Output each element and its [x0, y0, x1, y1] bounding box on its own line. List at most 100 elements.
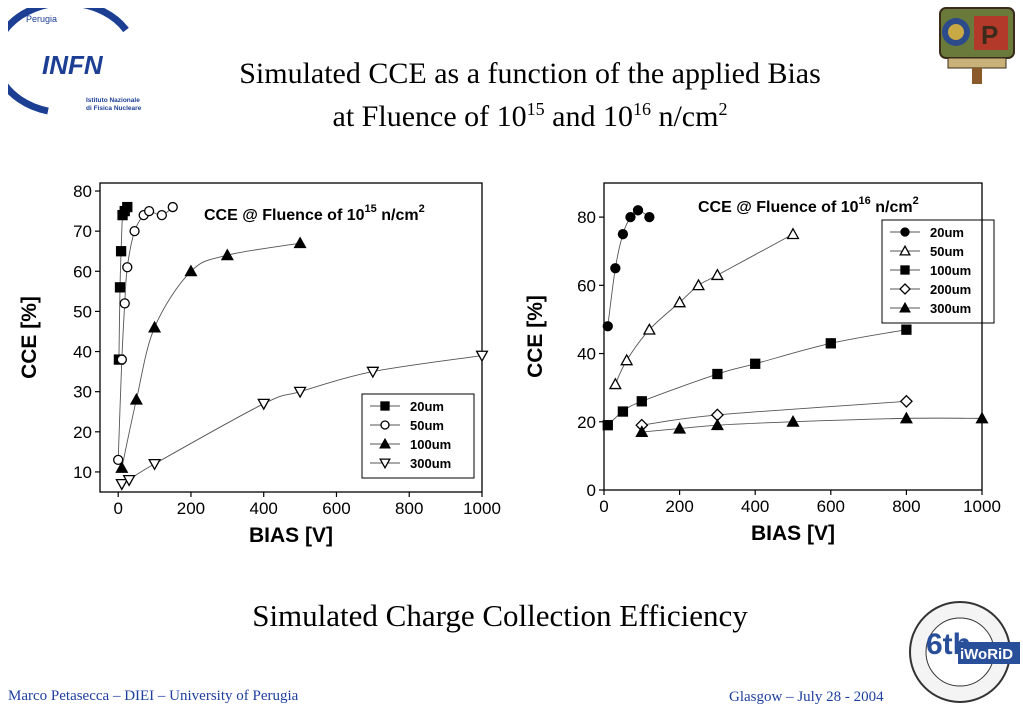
- data-point: [115, 246, 127, 257]
- data-point: [901, 324, 912, 335]
- infn-logo: Perugia INFN Istituto Nazionale di Fisic…: [0, 0, 158, 116]
- series-20um: 20um: [113, 201, 444, 414]
- x-tick-label: 400: [741, 497, 769, 516]
- infn-line1: Istituto Nazionale: [86, 97, 140, 104]
- infn-swoosh: [0, 0, 129, 115]
- series-line: [607, 329, 907, 426]
- series-line: [117, 206, 174, 460]
- y-tick-label: 10: [73, 463, 92, 482]
- legend-label: 300um: [410, 456, 451, 471]
- x-tick-label: 1000: [463, 499, 501, 518]
- data-point: [617, 406, 629, 417]
- data-point: [750, 358, 761, 369]
- legend-box: [361, 393, 475, 479]
- y-tick-label: 20: [577, 413, 596, 432]
- y-tick-label: 80: [577, 208, 596, 227]
- data-point: [632, 205, 644, 216]
- data-point: [129, 226, 140, 237]
- legend-marker: [379, 437, 391, 449]
- annotation-exponent: 16: [859, 195, 871, 207]
- data-point: [220, 248, 234, 261]
- legend-label: 20um: [930, 225, 964, 240]
- footer-venue-date: Glasgow – July 28 - 2004: [729, 689, 884, 705]
- plot-frame: [603, 182, 983, 491]
- data-point: [786, 415, 800, 427]
- iworid-name: iWoRiD: [960, 646, 1013, 663]
- annotation-unit-exponent: 2: [913, 195, 919, 207]
- x-tick-label: 600: [322, 499, 350, 518]
- data-point: [712, 368, 723, 380]
- iworid-logo-graphic: 6th iWoRiD: [909, 601, 1020, 703]
- y-tick-label: 80: [73, 182, 92, 201]
- legend-marker: [899, 244, 911, 256]
- data-point: [899, 394, 913, 408]
- legend-label: 50um: [930, 244, 964, 259]
- data-point: [602, 321, 613, 332]
- data-point: [129, 392, 143, 405]
- legend-marker: [379, 458, 391, 470]
- series-300um: 300um: [115, 350, 489, 491]
- data-point: [122, 262, 133, 273]
- x-tick-label: 1000: [963, 497, 1001, 516]
- x-tick-label: 600: [817, 497, 845, 516]
- data-point: [475, 350, 489, 363]
- data-point: [710, 268, 724, 281]
- chart-fluence-1e16: 0 200 400 600 800 1000 0 20 40 60 80 BIAS [V] CCE [%…: [524, 182, 1001, 545]
- data-point: [610, 263, 621, 274]
- annotation-unit: n/cm: [377, 207, 419, 224]
- data-point: [143, 205, 155, 217]
- data-point: [635, 425, 649, 437]
- data-point: [113, 454, 124, 466]
- footer-author: Marco Petasecca – DIEI – University of P…: [8, 688, 299, 704]
- x-axis-label: BIAS [V]: [249, 524, 333, 547]
- chart-fluence-1e15: 0 200 400 600 800 1000 10 20 30 40 50 60 70 80 BIAS [V…: [18, 182, 501, 547]
- x-tick-label: 800: [892, 497, 920, 516]
- annotation-unit-exponent: 2: [419, 203, 425, 215]
- series-100um: 100um: [115, 236, 451, 473]
- legend-label: 300um: [930, 301, 971, 316]
- chart-annotation: CCE @ Fluence of 1016 n/cm2: [698, 195, 919, 216]
- data-point: [617, 229, 629, 240]
- university-crest-logo: P: [936, 4, 1020, 86]
- data-point: [673, 295, 687, 308]
- data-point: [156, 209, 167, 221]
- data-point: [257, 398, 271, 411]
- series-100um: 100um: [602, 263, 971, 431]
- x-axis-label: BIAS [V]: [751, 522, 835, 545]
- plot-frame: [99, 182, 483, 493]
- annotation-unit: n/cm: [871, 199, 913, 216]
- x-tick-label: 800: [395, 499, 423, 518]
- data-point: [148, 320, 162, 333]
- x-tick-label: 200: [665, 497, 693, 516]
- series-line: [641, 400, 907, 426]
- y-tick-label: 40: [73, 343, 92, 362]
- series-line: [641, 417, 983, 433]
- y-tick-label: 0: [587, 481, 596, 500]
- data-point: [122, 474, 136, 487]
- data-point: [184, 264, 198, 277]
- legend-marker: [899, 301, 911, 313]
- legend-label: 100um: [930, 263, 971, 278]
- data-point: [293, 386, 307, 399]
- infn-logo-graphic: Perugia INFN Istituto Nazionale di Fisic…: [0, 0, 142, 115]
- series-20um: 20um: [602, 205, 964, 332]
- data-point: [644, 211, 655, 223]
- data-point: [114, 282, 126, 293]
- y-tick-label: 60: [577, 276, 596, 295]
- legend-label: 100um: [410, 437, 451, 452]
- data-point: [293, 236, 307, 249]
- x-tick-label: 0: [599, 497, 608, 516]
- data-point: [825, 338, 836, 349]
- data-point: [691, 278, 706, 291]
- data-point: [116, 354, 127, 365]
- infn-name: INFN: [42, 50, 104, 80]
- slide-title: Simulated CCE as a function of the appli…: [150, 52, 910, 138]
- title-line-1: Simulated CCE as a function of the appli…: [239, 57, 821, 90]
- series-line: [121, 242, 301, 469]
- y-tick-label: 40: [577, 345, 596, 364]
- legend-marker: [380, 401, 390, 411]
- legend-box: [881, 219, 995, 324]
- y-tick-label: 50: [73, 302, 92, 321]
- iworid-logo: 6th iWoRiD: [900, 598, 1022, 706]
- data-point: [636, 396, 647, 407]
